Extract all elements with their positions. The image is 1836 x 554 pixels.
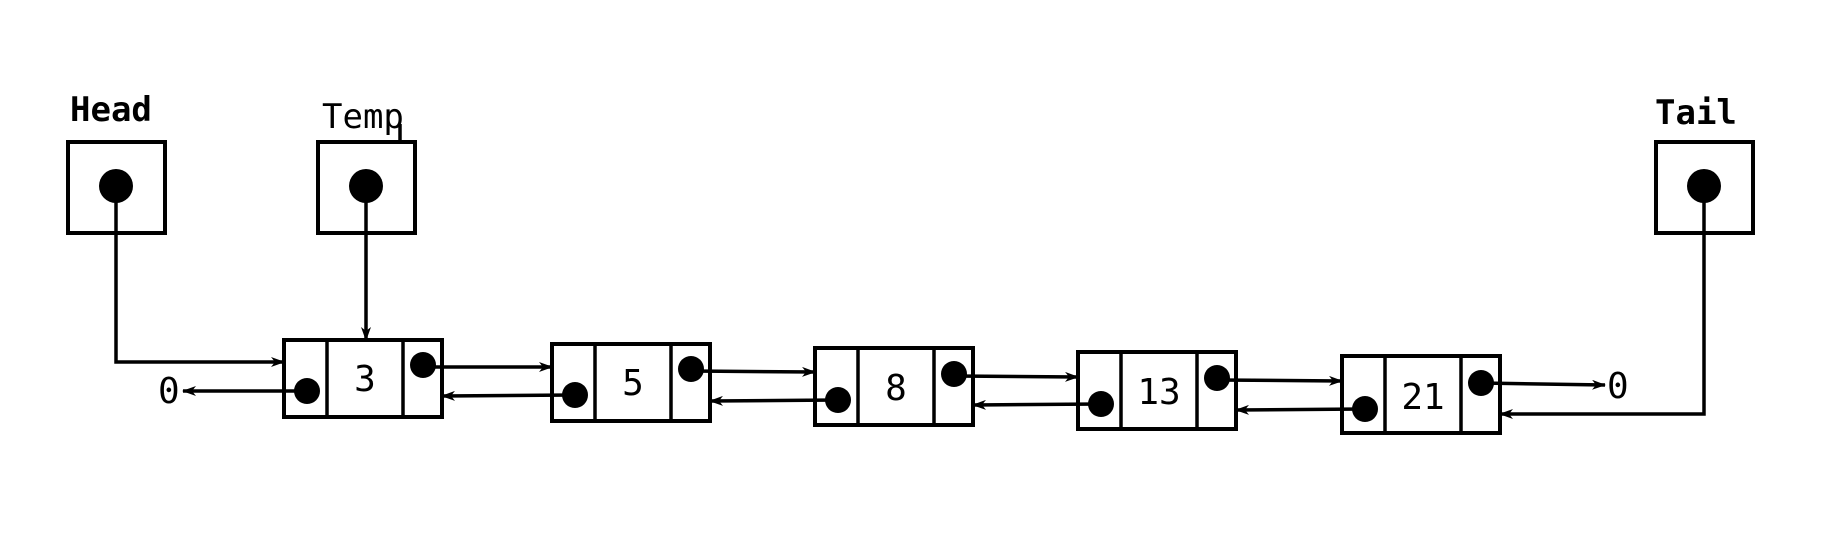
node-value: 8 [885,368,907,409]
list-node: 5 [550,342,712,423]
next-arrow [690,366,816,377]
list-node: 13 [1076,350,1238,431]
list-node: 3 [282,338,444,419]
prev-arrow [1235,404,1366,415]
node-value: 5 [622,363,644,404]
next-arrow-to-null [1480,379,1606,390]
node-value: 21 [1401,377,1444,418]
list-node: 21 [1340,354,1502,435]
tail-label: Tail [1655,93,1737,133]
tail-arrow [1499,186,1706,419]
head-label: Head [70,90,152,130]
next-arrow [953,371,1079,382]
list-node: 8 [813,346,975,427]
prev-arrow [441,390,576,401]
null-right-label: 0 [1607,366,1629,407]
head-arrow [114,186,285,367]
prev-arrow [709,395,839,406]
null-left-label: 0 [158,371,180,412]
node-value: 13 [1137,372,1180,413]
node-value: 3 [354,359,376,400]
prev-arrow [972,399,1102,410]
next-arrow [1216,375,1343,386]
temp-label: Temp [322,97,404,137]
